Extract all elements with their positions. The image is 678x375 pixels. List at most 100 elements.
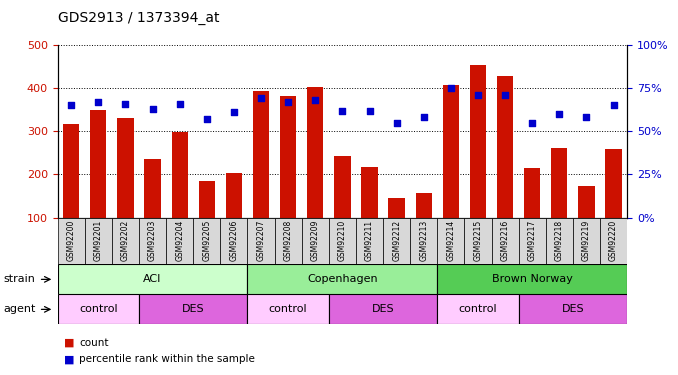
Text: control: control bbox=[79, 304, 117, 314]
Text: agent: agent bbox=[3, 304, 36, 314]
Point bbox=[256, 96, 266, 102]
Bar bbox=[437, 294, 519, 324]
Text: GDS2913 / 1373394_at: GDS2913 / 1373394_at bbox=[58, 11, 219, 25]
Bar bbox=[302, 217, 329, 264]
Bar bbox=[388, 198, 405, 217]
Point bbox=[364, 108, 375, 114]
Text: GSM92212: GSM92212 bbox=[392, 220, 401, 261]
Point bbox=[201, 116, 212, 122]
Bar bbox=[117, 118, 134, 218]
Text: GSM92218: GSM92218 bbox=[555, 220, 564, 261]
Bar bbox=[361, 166, 378, 218]
Point bbox=[391, 120, 402, 126]
Point bbox=[554, 111, 565, 117]
Bar bbox=[416, 193, 432, 217]
Bar bbox=[524, 168, 540, 217]
Text: GSM92214: GSM92214 bbox=[446, 220, 456, 261]
Point bbox=[500, 92, 511, 98]
Text: control: control bbox=[459, 304, 497, 314]
Bar bbox=[172, 132, 188, 218]
Bar bbox=[497, 76, 513, 217]
Bar bbox=[519, 217, 546, 264]
Bar bbox=[437, 217, 464, 264]
Bar bbox=[546, 217, 573, 264]
Text: GSM92201: GSM92201 bbox=[94, 220, 103, 261]
Bar bbox=[551, 148, 567, 217]
Bar bbox=[139, 217, 166, 264]
Text: GSM92210: GSM92210 bbox=[338, 220, 347, 261]
Text: ACI: ACI bbox=[143, 274, 162, 284]
Bar bbox=[112, 217, 139, 264]
Text: GSM92213: GSM92213 bbox=[419, 220, 428, 261]
Bar bbox=[247, 294, 329, 324]
Text: ■: ■ bbox=[64, 354, 75, 364]
Bar bbox=[573, 217, 600, 264]
Point bbox=[228, 109, 239, 115]
Text: DES: DES bbox=[561, 304, 584, 314]
Text: GSM92205: GSM92205 bbox=[202, 220, 212, 261]
Point bbox=[147, 106, 158, 112]
Bar bbox=[226, 173, 242, 217]
Point bbox=[418, 114, 429, 120]
Point bbox=[120, 100, 131, 106]
Text: GSM92208: GSM92208 bbox=[283, 220, 293, 261]
Bar bbox=[193, 217, 220, 264]
Bar bbox=[410, 217, 437, 264]
Text: GSM92206: GSM92206 bbox=[229, 220, 239, 261]
Bar bbox=[470, 65, 486, 218]
Bar bbox=[492, 217, 519, 264]
Bar bbox=[58, 264, 247, 294]
Point bbox=[337, 108, 348, 114]
Bar bbox=[605, 149, 622, 217]
Bar bbox=[220, 217, 247, 264]
Text: GSM92219: GSM92219 bbox=[582, 220, 591, 261]
Bar bbox=[247, 217, 275, 264]
Text: percentile rank within the sample: percentile rank within the sample bbox=[79, 354, 255, 364]
Bar bbox=[307, 87, 323, 218]
Text: GSM92209: GSM92209 bbox=[311, 220, 320, 261]
Bar bbox=[464, 217, 492, 264]
Text: control: control bbox=[269, 304, 307, 314]
Text: count: count bbox=[79, 338, 109, 348]
Bar bbox=[600, 217, 627, 264]
Bar bbox=[253, 91, 269, 218]
Text: ■: ■ bbox=[64, 338, 75, 348]
Bar bbox=[144, 159, 161, 218]
Bar bbox=[166, 217, 193, 264]
Bar bbox=[247, 264, 437, 294]
Point bbox=[473, 92, 483, 98]
Text: GSM92207: GSM92207 bbox=[256, 220, 266, 261]
Text: GSM92200: GSM92200 bbox=[66, 220, 76, 261]
Text: GSM92217: GSM92217 bbox=[527, 220, 537, 261]
Point bbox=[66, 102, 77, 108]
Text: Brown Norway: Brown Norway bbox=[492, 274, 573, 284]
Bar bbox=[443, 85, 459, 218]
Text: GSM92220: GSM92220 bbox=[609, 220, 618, 261]
Point bbox=[527, 120, 538, 126]
Bar bbox=[383, 217, 410, 264]
Text: strain: strain bbox=[3, 274, 35, 284]
Bar bbox=[63, 124, 79, 218]
Point bbox=[93, 99, 104, 105]
Bar bbox=[199, 181, 215, 218]
Text: Copenhagen: Copenhagen bbox=[307, 274, 378, 284]
Text: DES: DES bbox=[182, 304, 205, 314]
Bar bbox=[329, 294, 437, 324]
Point bbox=[445, 85, 456, 91]
Point bbox=[608, 102, 619, 108]
Point bbox=[310, 97, 321, 103]
Text: GSM92203: GSM92203 bbox=[148, 220, 157, 261]
Text: GSM92216: GSM92216 bbox=[500, 220, 510, 261]
Text: DES: DES bbox=[372, 304, 395, 314]
Point bbox=[174, 100, 185, 106]
Text: GSM92202: GSM92202 bbox=[121, 220, 130, 261]
Bar bbox=[578, 186, 595, 218]
Bar bbox=[58, 294, 139, 324]
Bar bbox=[139, 294, 247, 324]
Text: GSM92211: GSM92211 bbox=[365, 220, 374, 261]
Bar bbox=[58, 217, 85, 264]
Point bbox=[283, 99, 294, 105]
Bar bbox=[334, 156, 351, 218]
Bar bbox=[329, 217, 356, 264]
Text: GSM92204: GSM92204 bbox=[175, 220, 184, 261]
